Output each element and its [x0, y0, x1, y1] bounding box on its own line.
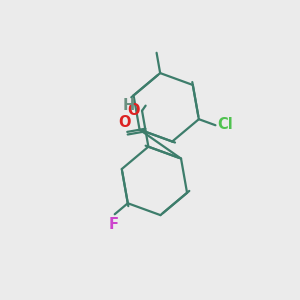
Text: O: O	[127, 103, 140, 118]
Text: H: H	[123, 98, 135, 113]
Text: Cl: Cl	[217, 117, 233, 132]
Text: O: O	[118, 115, 131, 130]
Text: F: F	[108, 217, 118, 232]
